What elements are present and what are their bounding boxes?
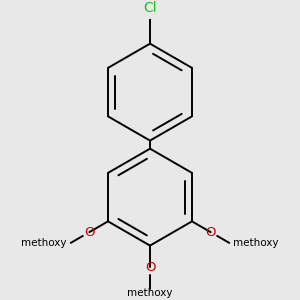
- Text: methoxy: methoxy: [127, 288, 173, 298]
- Text: O: O: [84, 226, 94, 238]
- Text: Cl: Cl: [143, 1, 157, 15]
- Text: O: O: [145, 261, 155, 274]
- Text: methoxy: methoxy: [233, 238, 278, 248]
- Text: methoxy: methoxy: [22, 238, 67, 248]
- Text: O: O: [206, 226, 216, 238]
